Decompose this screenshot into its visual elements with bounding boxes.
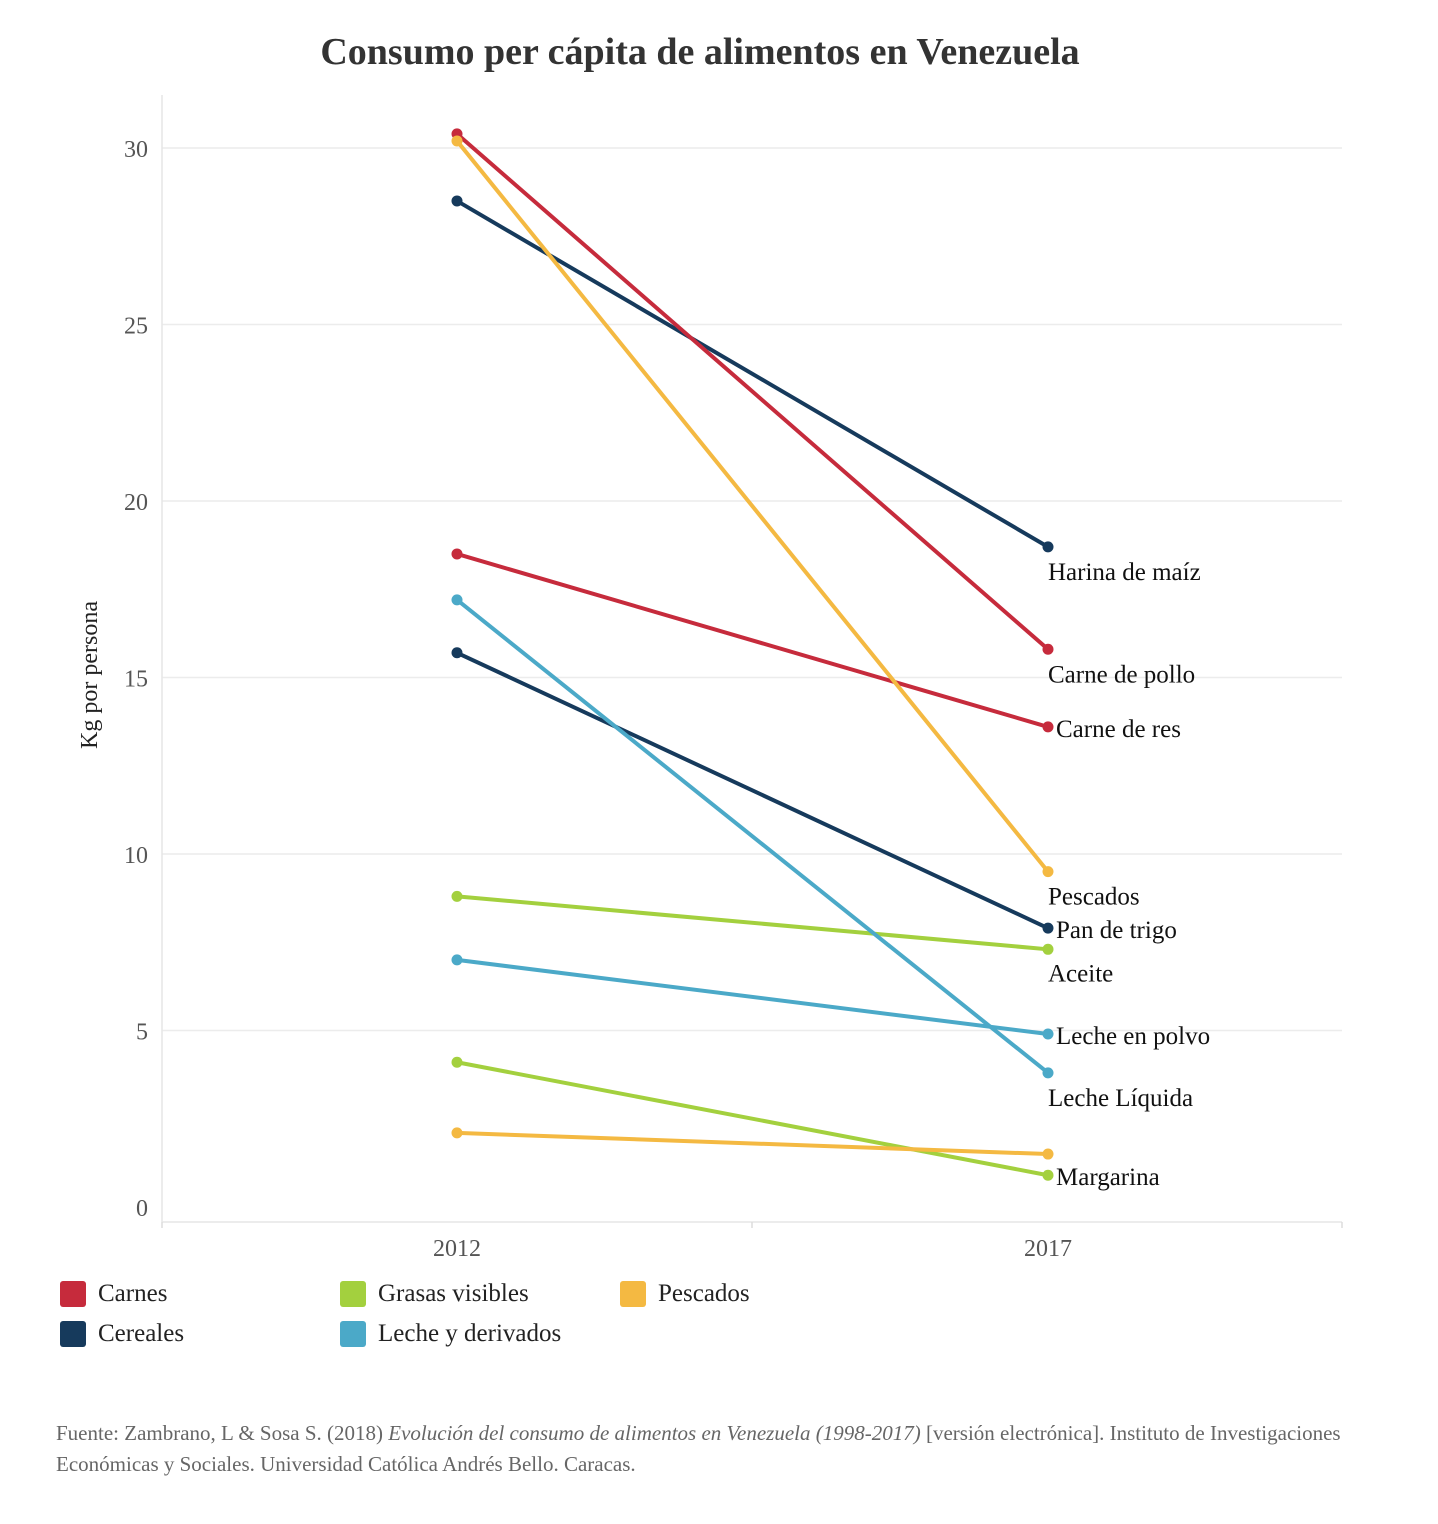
legend-label-pescados: Pescados: [658, 1280, 750, 1307]
legend-swatch-pescados: [620, 1281, 646, 1307]
series-line-pescados[interactable]: [455, 1130, 1050, 1157]
data-point-leche-líquida[interactable]: [1042, 1067, 1054, 1079]
series-end-label: Leche en polvo: [1056, 1023, 1210, 1050]
legend-item-carnes[interactable]: Carnes: [60, 1280, 167, 1308]
legend-label-grasas-visibles: Grasas visibles: [378, 1280, 529, 1307]
data-point-margarina[interactable]: [1042, 1169, 1054, 1181]
data-point-margarina[interactable]: [451, 1056, 463, 1068]
legend: Carnes Cereales Grasas visibles Leche y …: [60, 1280, 960, 1370]
data-point-aceite[interactable]: [451, 890, 463, 902]
y-tick-label: 30: [124, 137, 148, 163]
y-tick-label: 25: [124, 314, 148, 340]
line-chart: 0 5 10 15 20 25 30 2012 2017 Kg por persona Harina…: [77, 95, 1343, 1262]
y-tick-label: 0: [136, 1196, 148, 1222]
series-end-label: Harina de maíz: [1048, 559, 1201, 586]
legend-item-grasas-visibles[interactable]: Grasas visibles: [340, 1280, 529, 1308]
source-suffix: [versión electrónica]. Instituto de Inve…: [56, 1421, 1341, 1476]
series-line-carne-de-pollo[interactable]: [455, 131, 1050, 652]
legend-label-cereales: Cereales: [98, 1320, 185, 1347]
y-tick-label: 5: [136, 1020, 148, 1046]
series-end-label: Leche Líquida: [1048, 1085, 1193, 1112]
data-point-pescados[interactable]: [1042, 1148, 1054, 1160]
data-point-pescados[interactable]: [451, 135, 463, 147]
data-point-pescados[interactable]: [1042, 866, 1054, 878]
x-tick-label: 2012: [433, 1236, 481, 1262]
legend-swatch-cereales: [60, 1321, 86, 1347]
legend-item-cereales[interactable]: Cereales: [60, 1320, 184, 1348]
series-end-label: Carne de res: [1056, 716, 1181, 743]
source-note: Fuente: Zambrano, L & Sosa S. (2018) Evo…: [56, 1418, 1356, 1480]
data-point-carne-de-pollo[interactable]: [1042, 643, 1054, 655]
data-point-pescados[interactable]: [451, 1127, 463, 1139]
data-point-leche-en-polvo[interactable]: [451, 954, 463, 966]
source-title: Evolución del consumo de alimentos en Ve…: [388, 1421, 921, 1445]
series-line-pescados[interactable]: [455, 138, 1050, 874]
series-end-label: Pan de trigo: [1056, 917, 1177, 944]
series-line-leche-en-polvo[interactable]: [455, 957, 1050, 1037]
series-line-leche-líquida[interactable]: [455, 597, 1050, 1075]
source-prefix: Fuente: Zambrano, L & Sosa S. (2018): [56, 1421, 389, 1445]
legend-swatch-grasas-visibles: [340, 1281, 366, 1307]
legend-label-carnes: Carnes: [98, 1280, 168, 1307]
data-point-harina-de-maíz[interactable]: [1042, 541, 1054, 553]
legend-item-pescados[interactable]: Pescados: [620, 1280, 750, 1308]
series-end-label: Aceite: [1048, 960, 1113, 987]
data-point-leche-líquida[interactable]: [451, 594, 463, 606]
y-tick-label: 15: [124, 667, 148, 693]
data-point-pan-de-trigo[interactable]: [1042, 922, 1054, 934]
series-line-carne-de-res[interactable]: [455, 551, 1050, 729]
y-tick-label: 10: [124, 843, 148, 869]
legend-swatch-leche-y-derivados: [340, 1321, 366, 1347]
y-axis-title: Kg por persona: [77, 601, 103, 749]
data-point-pan-de-trigo[interactable]: [451, 647, 463, 659]
y-tick-label: 20: [124, 490, 148, 516]
data-point-aceite[interactable]: [1042, 943, 1054, 955]
series-line-margarina[interactable]: [455, 1060, 1050, 1178]
series-end-label: Pescados: [1048, 884, 1140, 911]
chart-title: Consumo per cápita de alimentos en Venez…: [320, 31, 1080, 73]
legend-label-leche-y-derivados: Leche y derivados: [378, 1320, 562, 1347]
data-point-leche-en-polvo[interactable]: [1042, 1028, 1054, 1040]
series-end-label: Carne de pollo: [1048, 661, 1195, 688]
data-point-carne-de-res[interactable]: [451, 548, 463, 560]
data-point-harina-de-maíz[interactable]: [451, 195, 463, 207]
series-line-harina-de-maíz[interactable]: [455, 198, 1050, 549]
series-line-pan-de-trigo[interactable]: [455, 650, 1050, 931]
x-tick-label: 2017: [1024, 1236, 1072, 1262]
legend-swatch-carnes: [60, 1281, 86, 1307]
data-point-carne-de-res[interactable]: [1042, 721, 1054, 733]
legend-item-leche-y-derivados[interactable]: Leche y derivados: [340, 1320, 561, 1348]
series-line-aceite[interactable]: [455, 894, 1050, 952]
series-end-label: Margarina: [1056, 1164, 1160, 1191]
